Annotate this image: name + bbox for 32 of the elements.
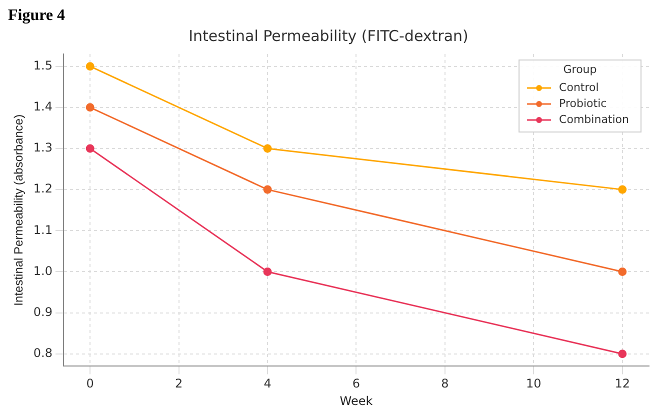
legend-label: Control: [559, 80, 599, 94]
point: [86, 144, 94, 153]
y-tick-label: 1.1: [33, 222, 52, 237]
y-tick-label: 1.4: [33, 100, 52, 114]
point: [618, 350, 627, 358]
point: [618, 267, 627, 276]
x-tick-label: 4: [264, 376, 272, 391]
x-tick-label: 2: [174, 376, 183, 391]
x-tick-label: 12: [614, 376, 630, 391]
y-tick-label: 0.8: [33, 346, 52, 360]
point: [263, 185, 272, 194]
legend-label: Probiotic: [559, 96, 607, 110]
point: [86, 103, 94, 112]
point: [263, 144, 272, 153]
x-tick-label: 8: [441, 376, 449, 391]
legend-label: Combination: [559, 112, 630, 126]
point: [618, 185, 627, 194]
y-tick-label: 1.0: [33, 264, 52, 278]
y-tick-label: 0.9: [33, 304, 52, 319]
y-tick-label: 1.5: [33, 58, 52, 72]
y-axis-title: Intestinal Permeability (absorbance): [12, 114, 26, 306]
point: [86, 62, 94, 71]
y-tick-label: 1.2: [33, 182, 52, 196]
x-tick-label: 10: [526, 376, 542, 391]
caption: Figure 4: [8, 7, 66, 24]
x-tick-label: 0: [86, 376, 94, 391]
x-tick-label: 6: [352, 376, 360, 391]
chart-title: Intestinal Permeability (FITC-dextran): [188, 26, 468, 45]
y-tick-label: 1.3: [33, 140, 52, 155]
x-axis-title: Week: [340, 394, 373, 408]
point: [263, 267, 272, 276]
legend-title: Group: [563, 62, 597, 76]
